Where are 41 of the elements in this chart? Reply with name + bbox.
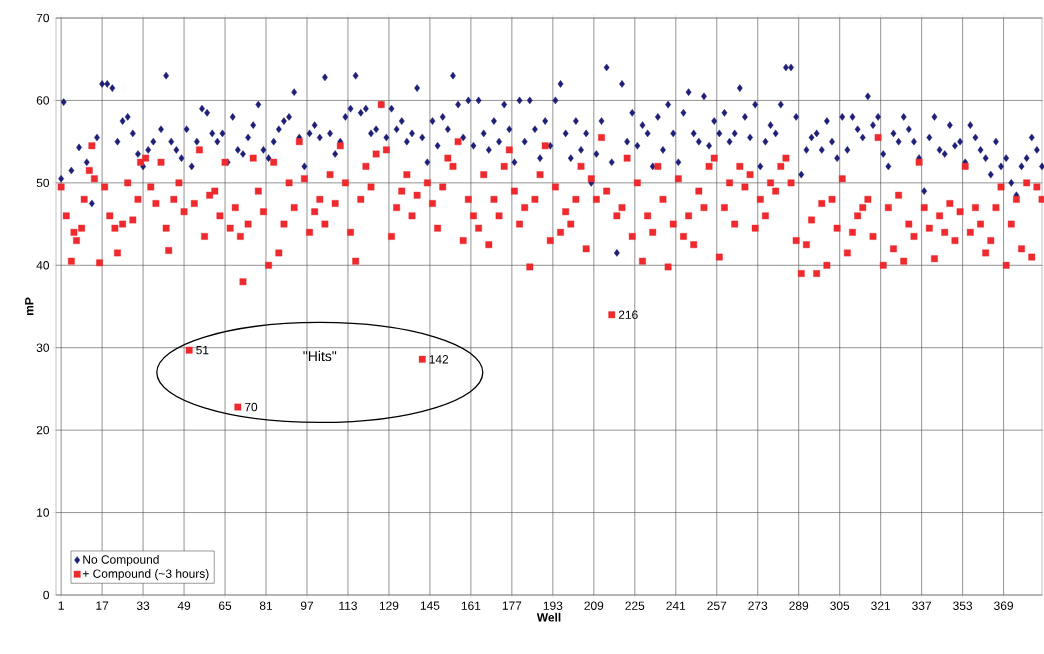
x-tick-label: 305: [830, 601, 850, 610]
x-tick-label: 145: [420, 601, 440, 610]
annotation: 142: [429, 355, 449, 364]
x-tick-label: 97: [300, 601, 314, 610]
x-tick-label: 289: [789, 601, 809, 610]
x-axis-title: Well: [536, 612, 561, 622]
y-tick-label: 10: [37, 508, 50, 517]
x-tick-label: 337: [912, 601, 932, 610]
x-tick-label: 113: [339, 601, 357, 610]
legend-label: + Compound (~3 hours): [82, 569, 209, 581]
x-tick-label: 65: [218, 601, 232, 610]
y-tick-label: 20: [36, 425, 50, 435]
x-tick-label: 161: [461, 601, 481, 610]
legend-label: No Compound: [83, 554, 159, 567]
annotation: "Hits": [303, 350, 337, 362]
x-tick-label: 193: [543, 601, 563, 610]
x-tick-label: 273: [748, 601, 768, 610]
x-tick-label: 257: [707, 601, 727, 610]
x-tick-label: 369: [994, 601, 1013, 610]
y-tick-label: 60: [36, 96, 50, 105]
annotation: 70: [244, 402, 258, 412]
y-tick-label: 30: [36, 343, 50, 352]
annotation: 51: [196, 346, 209, 355]
x-tick-label: 1: [58, 601, 64, 610]
y-tick-label: 40: [36, 261, 50, 270]
y-tick-label: 50: [36, 178, 50, 188]
x-tick-label: 225: [625, 601, 645, 610]
x-tick-label: 321: [871, 601, 891, 610]
x-tick-label: 17: [96, 601, 109, 610]
y-tick-label: 70: [36, 13, 50, 23]
y-axis-title: mP: [25, 297, 34, 316]
x-tick-label: 129: [379, 601, 399, 610]
annotation: 216: [618, 310, 638, 319]
x-tick-label: 241: [666, 601, 686, 610]
x-tick-label: 177: [502, 601, 522, 610]
x-tick-label: 81: [259, 601, 273, 610]
x-tick-label: 33: [136, 601, 150, 610]
y-tick-label: 0: [43, 590, 50, 600]
x-tick-label: 353: [953, 601, 973, 610]
x-tick-label: 209: [584, 601, 604, 610]
x-tick-label: 49: [177, 601, 191, 610]
